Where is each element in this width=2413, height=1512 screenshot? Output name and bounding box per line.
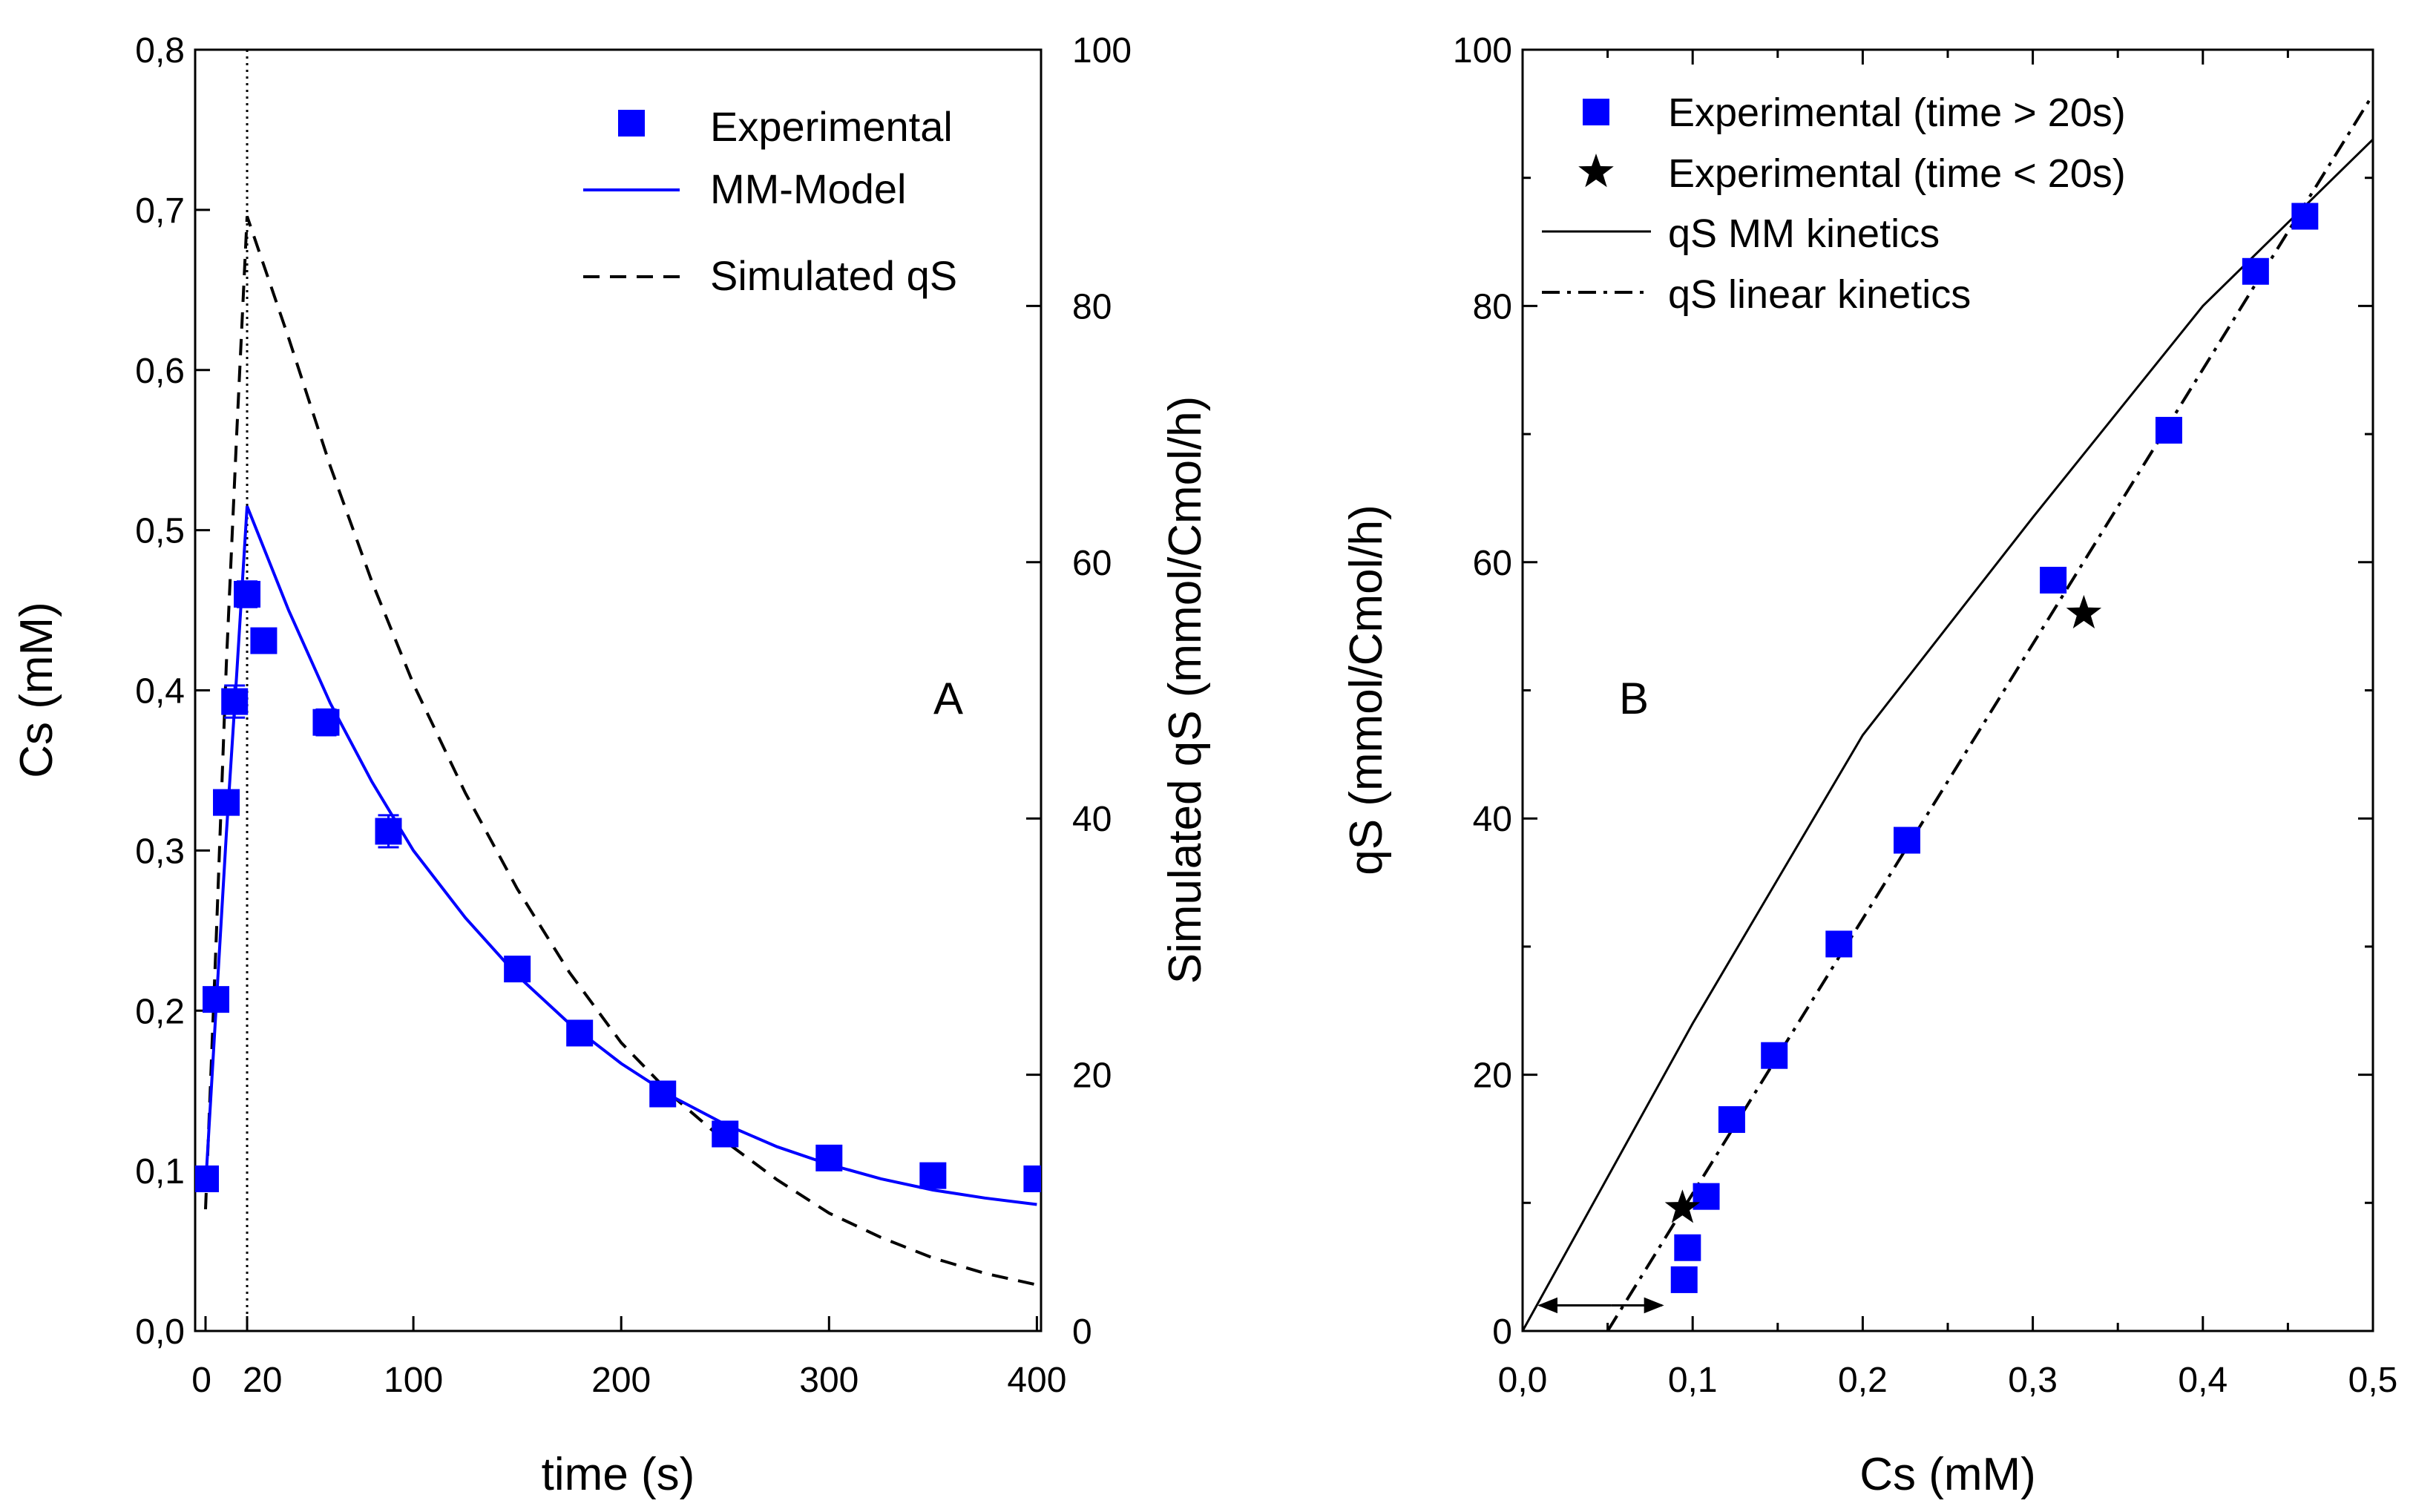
panel-a-y-tick-label: 0,4 <box>135 672 185 711</box>
panel-a-y-tick-label: 0,1 <box>135 1152 185 1191</box>
panel-b-experimental-point <box>1893 826 1920 854</box>
panel-b-legend: Experimental (time > 20s) Experimental (… <box>1542 91 2126 317</box>
panel-b-experimental-point <box>2291 203 2319 230</box>
panel-a-chart: 0,0 0,1 0,2 0,3 0,4 0,5 0,6 0,7 0,8 0 20 40 60 80 100… <box>11 31 1211 1500</box>
panel-a-x-axis-title: time (s) <box>542 1449 695 1500</box>
panel-a-x-tick-label: 300 <box>799 1361 858 1400</box>
panel-a-x-tick-label: 20 <box>243 1361 282 1400</box>
panel-a-experimental-point <box>649 1080 677 1108</box>
panel-a-label: A <box>933 674 963 723</box>
panel-a-y2-tick-label: 100 <box>1072 31 1132 70</box>
panel-b-experimental-point <box>1674 1234 1701 1261</box>
panel-a-experimental-point <box>1023 1165 1041 1192</box>
panel-a-y2-axis-title: Simulated qS (mmol/Cmol/h) <box>1160 396 1211 984</box>
panel-b-y-tick-label: 80 <box>1473 287 1512 326</box>
panel-a-mm-model-line <box>204 505 1037 1206</box>
legend-experimental-early-label: Experimental (time < 20s) <box>1668 151 2126 196</box>
panel-a-y-tick-label: 0,7 <box>135 191 185 231</box>
panel-a-experimental-points <box>195 580 1041 1192</box>
panel-b-y-tick-label: 60 <box>1473 544 1512 583</box>
panel-b-experimental-late-points <box>1670 203 2319 1293</box>
panel-a-y-tick-label: 0,3 <box>135 832 185 871</box>
panel-a-experimental-point <box>234 580 261 608</box>
panel-b-experimental-early-stars <box>1664 594 2102 1223</box>
legend-experimental-marker <box>618 110 645 137</box>
panel-b-x-tick-label: 0,4 <box>2178 1361 2227 1400</box>
panel-a-y2-tick-label: 80 <box>1072 287 1112 326</box>
panel-a-experimental-point <box>312 709 340 736</box>
panel-b-x-tick-label: 0,5 <box>2348 1361 2398 1400</box>
panel-a-experimental-point <box>250 627 278 654</box>
panel-b-y-tick-label: 20 <box>1473 1056 1512 1096</box>
panel-b-y-tick-label: 100 <box>1453 31 1512 70</box>
legend-experimental-late-marker <box>1583 99 1609 125</box>
panel-a-experimental-point <box>195 1165 220 1192</box>
panel-a-y2-tick-label: 40 <box>1072 800 1112 839</box>
legend-experimental-label: Experimental <box>710 103 953 150</box>
panel-a-x-tick-labels: 0 20 100 200 300 400 <box>191 1361 1066 1400</box>
panel-a-x-tick-label: 100 <box>384 1361 443 1400</box>
panel-a-y-tick-labels: 0,0 0,1 0,2 0,3 0,4 0,5 0,6 0,7 0,8 <box>135 31 185 1352</box>
panel-b-experimental-point <box>2242 257 2269 285</box>
panel-a-ticks <box>195 48 1041 1332</box>
panel-b-ticks <box>1521 48 2374 1332</box>
panel-b-experimental-point <box>1718 1106 1745 1134</box>
panel-b-x-tick-label: 0,2 <box>1838 1361 1888 1400</box>
panel-a-y2-tick-label: 20 <box>1072 1056 1112 1096</box>
panel-b-experimental-point <box>1761 1042 1788 1069</box>
panel-b-y-tick-label: 40 <box>1473 800 1512 839</box>
legend-experimental-early-star <box>1578 154 1614 188</box>
panel-a-legend: Experimental MM-Model Simulated qS <box>583 103 957 299</box>
legend-simulated-qs-label: Simulated qS <box>710 252 957 299</box>
panel-a-experimental-point <box>203 986 230 1013</box>
legend-mm-kinetics-label: qS MM kinetics <box>1668 211 1940 256</box>
panel-b-experimental-point <box>1825 930 1853 958</box>
legend-experimental-late-label: Experimental (time > 20s) <box>1668 91 2126 135</box>
panel-b-y-axis-title: qS (mmol/Cmol/h) <box>1341 504 1392 875</box>
panel-a-experimental-point <box>504 956 531 983</box>
panel-a-experimental-point <box>919 1162 947 1189</box>
panel-a-y2-tick-label: 60 <box>1072 544 1112 583</box>
panel-a-experimental-point <box>375 818 402 845</box>
panel-a-experimental-point <box>221 688 249 715</box>
panel-b-experimental-star <box>2066 594 2102 629</box>
panel-a-experimental-point <box>815 1144 843 1171</box>
panel-b-experimental-star <box>1664 1189 1701 1223</box>
panel-a-y-tick-label: 0,6 <box>135 352 185 391</box>
panel-b-experimental-point <box>2155 416 2182 444</box>
panel-a-y-tick-label: 0,8 <box>135 31 185 70</box>
panel-a-x-tick-label: 200 <box>591 1361 651 1400</box>
panel-a-y-axis-title: Cs (mM) <box>11 602 62 778</box>
panel-b-x-tick-label: 0,1 <box>1668 1361 1718 1400</box>
panel-b-x-tick-labels: 0,0 0,1 0,2 0,3 0,4 0,5 <box>1498 1361 2398 1400</box>
panel-b-y-tick-labels: 0 20 40 60 80 100 <box>1453 31 1512 1352</box>
legend-linear-kinetics-label: qS linear kinetics <box>1668 272 1971 317</box>
panel-a-experimental-point <box>712 1120 739 1148</box>
panel-b-x-axis-title: Cs (mM) <box>1859 1449 2036 1500</box>
legend-mm-model-label: MM-Model <box>710 165 906 212</box>
panel-b-linear-kinetics-line <box>1606 93 2373 1331</box>
panel-a-x-tick-label: 0 <box>191 1361 211 1400</box>
panel-a-y2-tick-labels: 0 20 40 60 80 100 <box>1072 31 1132 1352</box>
panel-b-experimental-point <box>2040 566 2067 594</box>
panel-a-y-tick-label: 0,5 <box>135 512 185 551</box>
panel-b-plot-frame <box>1521 48 2374 1332</box>
panel-a-experimental-point <box>213 789 240 816</box>
panel-a-x-tick-label: 400 <box>1007 1361 1066 1400</box>
panel-b-y-tick-label: 0 <box>1492 1312 1512 1352</box>
panel-b-experimental-point <box>1670 1266 1698 1293</box>
panel-b-label: B <box>1619 674 1649 723</box>
panel-a-simulated-qs-line <box>204 215 1037 1286</box>
panel-b-experimental-point <box>1693 1183 1720 1210</box>
panel-a-y2-tick-label: 0 <box>1072 1312 1092 1352</box>
panel-a-y-tick-label: 0,0 <box>135 1312 185 1352</box>
panel-b-x-tick-label: 0,0 <box>1498 1361 1548 1400</box>
panel-b-x-tick-label: 0,3 <box>2008 1361 2058 1400</box>
panel-b-mm-kinetics-line <box>1523 138 2373 1331</box>
panel-a-y-tick-label: 0,2 <box>135 992 185 1031</box>
panel-a-plot-frame <box>194 48 1043 1332</box>
panel-a-experimental-point <box>566 1019 594 1047</box>
